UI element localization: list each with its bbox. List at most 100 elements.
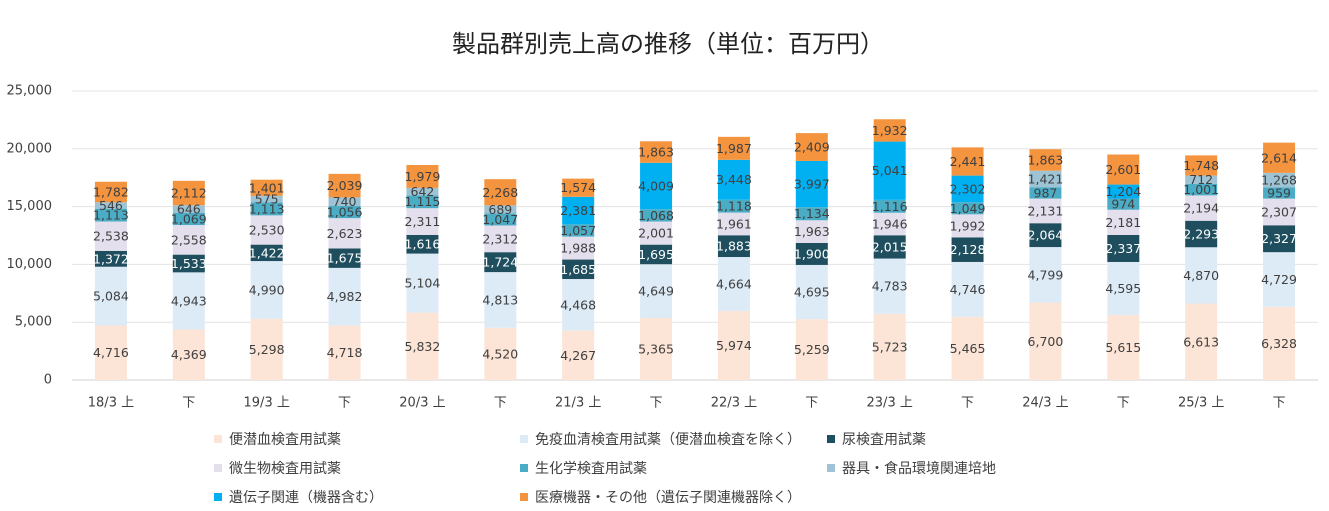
data-label: 4,746 (950, 282, 986, 297)
bar-segment (1263, 187, 1296, 199)
data-label: 1,987 (716, 141, 752, 156)
bar-segment (94, 325, 127, 380)
data-labels: 4,7165,0841,3722,5381,1135461,7824,3694,… (93, 123, 1297, 363)
bar-segment (562, 330, 595, 380)
legend-swatch (520, 493, 528, 501)
data-label: 4,990 (249, 282, 285, 297)
bar-segment (951, 214, 984, 238)
bar-segment (484, 327, 517, 380)
bar-segment (717, 199, 750, 213)
bar-segment (873, 199, 906, 213)
data-label: 2,558 (171, 232, 207, 247)
bar-segment (250, 318, 283, 380)
bar-segment (951, 202, 984, 215)
bar-segment (1185, 183, 1218, 196)
legend-label: 便潜血検査用試薬 (229, 432, 341, 448)
bar-segment (94, 250, 127, 267)
bar-segment (1107, 261, 1140, 316)
bar-segment (1263, 225, 1296, 253)
data-label: 1,069 (171, 211, 207, 226)
data-label: 1,695 (638, 247, 674, 262)
bar-segment (1185, 175, 1218, 184)
bar-segment (717, 136, 750, 160)
data-label: 4,718 (327, 345, 363, 360)
bar-segment (1185, 247, 1218, 304)
x-tick-label: 24/3 上 (1022, 396, 1068, 411)
data-label: 974 (1111, 197, 1135, 212)
data-label: 2,441 (950, 154, 986, 169)
bar-segment (1029, 149, 1062, 171)
y-tick-label: 0 (44, 373, 52, 388)
bar-segment (1263, 252, 1296, 307)
data-label: 1,422 (249, 245, 285, 260)
data-label: 4,695 (794, 285, 830, 300)
data-label: 2,131 (1028, 203, 1064, 218)
bar-segment (1107, 315, 1140, 380)
data-label: 4,649 (638, 284, 674, 299)
bar-segment (94, 181, 127, 203)
data-label: 4,813 (482, 292, 518, 307)
bar-segment (562, 259, 595, 280)
data-label: 5,259 (794, 342, 830, 357)
data-label: 1,047 (482, 212, 518, 227)
data-label: 1,863 (1028, 152, 1064, 167)
bar-segment (250, 261, 283, 319)
bar-segment (1029, 247, 1062, 303)
bar-segment (951, 316, 984, 380)
data-label: 2,311 (405, 214, 441, 229)
bar-segment (873, 235, 906, 259)
data-label: 5,298 (249, 342, 285, 357)
data-label: 3,997 (794, 177, 830, 192)
bar-segment (640, 162, 673, 210)
legend-item: 微生物検査用試薬 (214, 458, 341, 478)
data-label: 1,049 (950, 201, 986, 216)
data-label: 1,574 (560, 180, 596, 195)
data-label: 1,113 (93, 208, 129, 223)
bar-segment (562, 279, 595, 331)
bar-segment (717, 310, 750, 380)
y-tick-label: 20,000 (7, 141, 53, 156)
data-label: 2,001 (638, 226, 674, 241)
data-label: 987 (1034, 185, 1058, 200)
data-label: 4,799 (1028, 267, 1064, 282)
legend-label: 器具・食品環境関連培地 (842, 461, 996, 477)
bar-segment (562, 224, 595, 237)
bar-segment (250, 244, 283, 262)
x-tick-label: 下 (1273, 396, 1286, 411)
bar-segment (640, 209, 673, 222)
data-label: 2,064 (1028, 228, 1064, 243)
data-label: 2,293 (1183, 227, 1219, 242)
data-label: 2,039 (327, 178, 363, 193)
legend-item: 生化学検査用試薬 (520, 458, 647, 478)
bar-segment (640, 317, 673, 380)
bar-segment (484, 272, 517, 328)
data-label: 2,337 (1105, 241, 1141, 256)
data-label: 4,664 (716, 276, 752, 291)
bar-segment (873, 313, 906, 380)
data-label: 2,409 (794, 140, 830, 155)
x-tick-label: 下 (805, 396, 818, 411)
bar-segment (484, 252, 517, 273)
bar-segment (172, 205, 205, 213)
data-label: 2,302 (950, 181, 986, 196)
data-label: 740 (333, 194, 357, 209)
legend-swatch (214, 493, 222, 501)
data-label: 2,194 (1183, 201, 1219, 216)
bar-segment (94, 266, 127, 326)
data-label: 1,533 (171, 256, 207, 271)
bar-segment (1263, 142, 1296, 173)
data-label: 1,900 (794, 246, 830, 261)
bar-segment (795, 220, 828, 243)
data-label: 642 (411, 184, 435, 199)
bar-segment (1107, 198, 1140, 210)
legend-item: 器具・食品環境関連培地 (827, 458, 996, 478)
data-label: 2,327 (1261, 231, 1297, 246)
data-label: 5,041 (872, 163, 908, 178)
y-tick-label: 5,000 (15, 315, 52, 330)
data-label: 4,369 (171, 347, 207, 362)
bar-segment (484, 179, 517, 206)
data-label: 4,520 (482, 346, 518, 361)
data-label: 1,946 (872, 217, 908, 232)
x-tick-label: 下 (1117, 396, 1130, 411)
data-label: 1,118 (716, 199, 752, 214)
